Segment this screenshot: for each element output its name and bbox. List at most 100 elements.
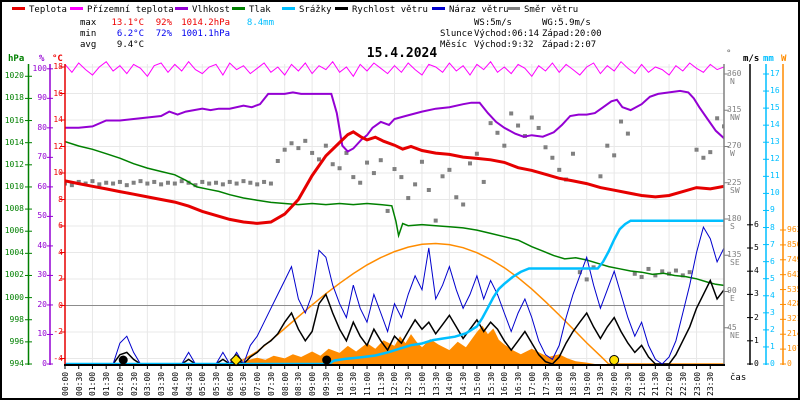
temperature-tick-label: -2 bbox=[53, 327, 63, 336]
legend-label: Teplota bbox=[29, 5, 67, 15]
wind-speed-max: WS:5m/s bbox=[474, 18, 512, 28]
x-tick-label: 10:00 bbox=[335, 371, 345, 396]
wind-tick-label: 5 bbox=[754, 243, 759, 252]
x-tick-label: 13:30 bbox=[431, 371, 441, 396]
humidity-tick-label: 20 bbox=[37, 299, 47, 309]
legend-item-tlak: Tlak bbox=[232, 5, 271, 17]
pressure-tick-label: 1000 bbox=[4, 292, 24, 302]
radiation-tick-label: 535 bbox=[787, 284, 798, 294]
x-tick-label: 18:30 bbox=[568, 371, 578, 396]
radiation-tick-label: 107 bbox=[787, 344, 798, 354]
legend-item-naraz: Náraz větru bbox=[432, 5, 509, 17]
legend-label: Přízemní teplota bbox=[87, 5, 174, 15]
pressure-tick-label: 994 bbox=[9, 359, 24, 368]
legend-label: Náraz větru bbox=[449, 5, 509, 15]
pressure-tick-label: 1012 bbox=[4, 159, 24, 169]
smer-swatch-icon bbox=[507, 7, 520, 10]
x-tick-label: 14:00 bbox=[445, 371, 455, 396]
srazky-swatch-icon bbox=[282, 7, 295, 10]
legend-item-vlhkost: Vlhkost bbox=[175, 5, 230, 17]
temperature-tick-label: -4 bbox=[53, 353, 63, 363]
stats-max-label: max bbox=[80, 18, 97, 28]
legend-label: Vlhkost bbox=[192, 5, 230, 15]
x-tick-label: 23:00 bbox=[692, 371, 702, 396]
temperature-tick-label: 18 bbox=[53, 62, 63, 71]
sunset-time: Západ:20:00 bbox=[542, 29, 602, 39]
x-axis-title: čas bbox=[730, 373, 747, 383]
radiation-tick-label: 856 bbox=[787, 239, 798, 249]
temperature-tick-label: 4 bbox=[58, 247, 63, 257]
legend-item-srazky: Srážky bbox=[282, 5, 332, 17]
x-tick-label: 14:30 bbox=[459, 371, 469, 396]
legend-item-teplota: Teplota bbox=[12, 5, 67, 17]
x-tick-label: 04:00 bbox=[170, 371, 180, 396]
legend-label: Rychlost větru bbox=[352, 5, 428, 15]
x-tick-label: 07:30 bbox=[266, 371, 276, 396]
min-pressure: 1001.1hPa bbox=[181, 29, 230, 39]
x-tick-label: 03:00 bbox=[143, 371, 153, 396]
x-tick-label: 02:30 bbox=[129, 371, 139, 396]
x-tick-label: 17:00 bbox=[527, 371, 537, 396]
radiation-tick-label: 214 bbox=[787, 329, 798, 339]
rain-tick-label: 2 bbox=[770, 324, 775, 334]
humidity-tick-label: 50 bbox=[37, 211, 47, 221]
rain-tick-label: 11 bbox=[770, 171, 780, 181]
rain-tick-label: 5 bbox=[770, 273, 775, 283]
radiation-tick-label: 321 bbox=[787, 314, 798, 324]
pressure-tick-label: 1016 bbox=[4, 115, 24, 125]
stats-max-row: max 13.1°C 92% 1014.2hPa 8.4mm bbox=[80, 18, 274, 29]
chart-date-title: 15.4.2024 bbox=[366, 46, 438, 61]
x-tick-label: 20:30 bbox=[623, 371, 633, 396]
humidity-tick-label: 100 bbox=[32, 63, 47, 73]
direction-tick-label: 90 bbox=[727, 286, 737, 296]
rain-tick-label: 4 bbox=[770, 290, 775, 300]
direction-tick-label: 45 bbox=[727, 322, 737, 332]
max-humidity: 92% bbox=[155, 18, 172, 28]
temperature-tick-label: 14 bbox=[53, 115, 63, 124]
tlak-swatch-icon bbox=[232, 7, 245, 10]
radiation-tick-label: 749 bbox=[787, 254, 798, 264]
teplota-swatch-icon bbox=[12, 7, 25, 10]
x-tick-label: 11:30 bbox=[376, 371, 386, 396]
temperature-tick-label: 0 bbox=[58, 300, 63, 310]
x-tick-label: 09:00 bbox=[308, 371, 318, 396]
temperature-tick-label: 2 bbox=[58, 274, 63, 283]
x-tick-label: 02:00 bbox=[115, 371, 125, 396]
stats-block: max 13.1°C 92% 1014.2hPa 8.4mm min 6.2°C 72% 10… bbox=[80, 18, 274, 51]
rain-tick-label: 12 bbox=[770, 154, 780, 164]
avg-temp: 9.4°C bbox=[116, 40, 144, 50]
x-tick-label: 06:30 bbox=[239, 371, 249, 396]
temperature-tick-label: 6 bbox=[58, 221, 63, 230]
x-tick-label: 21:00 bbox=[637, 371, 647, 396]
wind-tick-label: 4 bbox=[754, 266, 759, 276]
max-temp: 13.1°C bbox=[111, 18, 144, 28]
legend-item-prizemni: Přízemní teplota bbox=[70, 5, 174, 17]
x-tick-label: 05:00 bbox=[198, 371, 208, 396]
direction-tick-label: 135 bbox=[727, 250, 742, 260]
rain-tick-label: 16 bbox=[770, 86, 780, 96]
wind-tick-label: 2 bbox=[754, 312, 759, 322]
direction-name-label: NW bbox=[730, 113, 740, 123]
x-tick-label: 15:00 bbox=[472, 371, 482, 396]
direction-name-label: W bbox=[730, 149, 735, 159]
direction-name-label: E bbox=[730, 294, 735, 304]
humidity-tick-label: 30 bbox=[37, 270, 47, 280]
humidity-tick-label: 70 bbox=[37, 152, 47, 162]
x-tick-label: 20:00 bbox=[610, 371, 620, 396]
direction-name-label: SE bbox=[730, 258, 740, 268]
wind-tick-label: 3 bbox=[754, 289, 759, 299]
legend-item-rychlost: Rychlost větru bbox=[335, 5, 428, 17]
direction-name-label: S bbox=[730, 221, 735, 231]
pressure-axis-unit: hPa bbox=[8, 54, 25, 64]
x-tick-label: 15:30 bbox=[486, 371, 496, 396]
rain-tick-label: 6 bbox=[770, 256, 775, 266]
x-tick-label: 12:30 bbox=[404, 371, 414, 396]
rain-tick-label: 7 bbox=[770, 239, 775, 249]
x-tick-label: 00:30 bbox=[74, 371, 84, 396]
humidity-tick-label: 60 bbox=[37, 181, 47, 191]
stats-min-row: min 6.2°C 72% 1001.1hPa bbox=[80, 29, 274, 40]
x-tick-label: 06:00 bbox=[225, 371, 235, 396]
pressure-tick-label: 1018 bbox=[4, 93, 24, 103]
humidity-tick-label: 10 bbox=[37, 329, 47, 339]
sun-label: Slunce bbox=[440, 29, 473, 39]
